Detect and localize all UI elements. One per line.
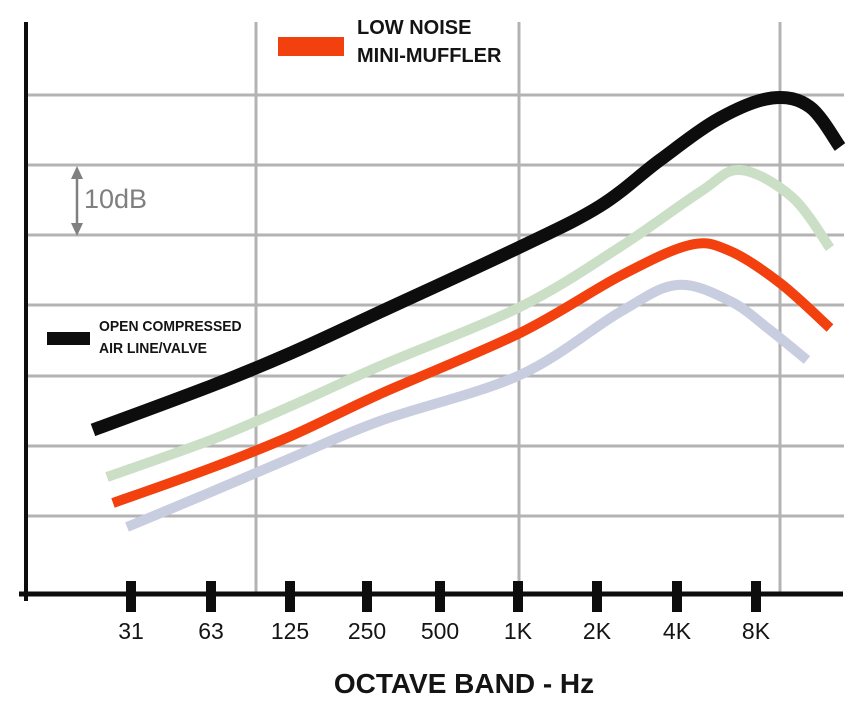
- x-tick-mark: [751, 581, 761, 612]
- x-tick-mark: [206, 581, 216, 612]
- x-tick-label-1K: 1K: [503, 618, 533, 644]
- x-tick-mark: [672, 581, 682, 612]
- legend-label-air-line-valve: AIR LINE/VALVE: [99, 340, 207, 357]
- legend-label-mini-muffler: MINI-MUFFLER: [357, 45, 502, 67]
- curve-low-noise-mini-muffler: [111, 238, 834, 508]
- x-tick-label-4K: 4K: [662, 618, 692, 644]
- legend-low-noise-mini-muffler: LOW NOISE MINI-MUFFLER: [278, 14, 501, 70]
- x-tick-label-8K: 8K: [741, 618, 771, 644]
- x-tick-label-63: 63: [198, 618, 224, 644]
- db-scale-arrowhead-up: [71, 166, 83, 179]
- db-scale-arrowhead-down: [71, 223, 83, 236]
- x-axis-title: OCTAVE BAND - Hz: [333, 668, 595, 699]
- curve-open-compressed-air-line-valve: [90, 90, 846, 437]
- legend-open-compressed-air-line: OPEN COMPRESSED AIR LINE/VALVE: [47, 316, 252, 360]
- scale-annotation-10db: 10dB: [84, 184, 148, 214]
- legend-swatch-black: [47, 332, 90, 345]
- x-tick-label-250: 250: [347, 618, 387, 644]
- x-tick-label-31: 31: [118, 618, 144, 644]
- x-tick-mark: [362, 581, 372, 612]
- x-tick-mark: [513, 581, 523, 612]
- x-tick-mark: [126, 581, 136, 612]
- x-tick-mark: [435, 581, 445, 612]
- curve-unlabeled-lavender: [125, 279, 811, 532]
- curve-unlabeled-green: [105, 165, 835, 482]
- legend-swatch-orange: [278, 37, 344, 56]
- x-tick-label-2K: 2K: [582, 618, 612, 644]
- legend-label-low-noise: LOW NOISE: [357, 17, 472, 39]
- x-tick-label-125: 125: [270, 618, 310, 644]
- legend-label-open-compressed: OPEN COMPRESSED: [99, 318, 242, 335]
- x-tick-mark: [285, 581, 295, 612]
- x-tick-mark: [592, 581, 602, 612]
- x-tick-label-500: 500: [420, 618, 460, 644]
